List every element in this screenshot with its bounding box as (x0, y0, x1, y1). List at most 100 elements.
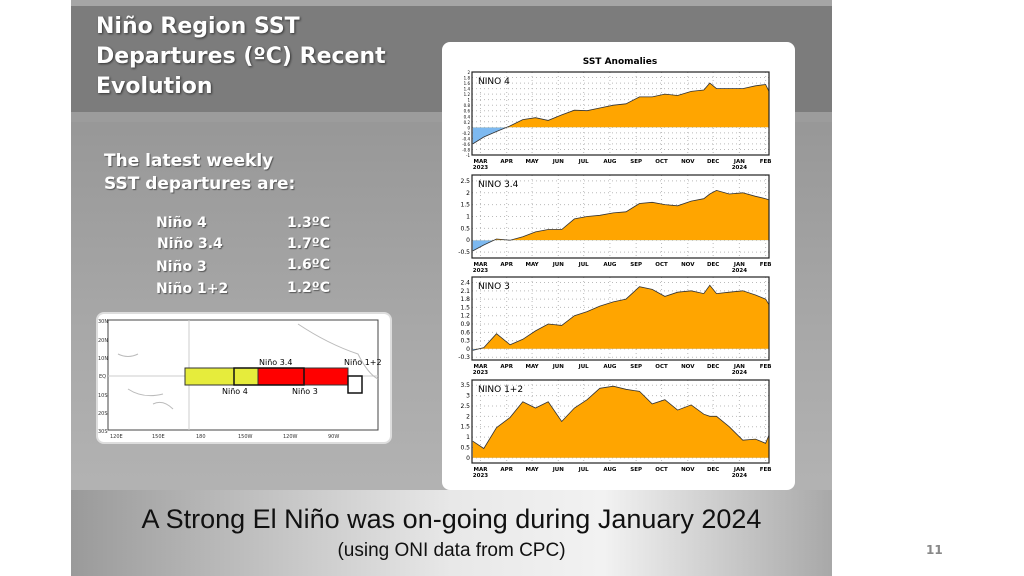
y-tick-label: 0.2 (464, 120, 471, 125)
positive-anomaly-area (472, 285, 769, 349)
y-tick-label: 0.5 (460, 225, 470, 232)
series-label: NINO 3.4 (478, 180, 519, 190)
negative-anomaly-area (472, 348, 479, 351)
x-tick-label: OCT (655, 364, 668, 370)
negative-anomaly-area (472, 240, 494, 251)
y-tick-label: 1.4 (464, 87, 471, 92)
plot-frame (471, 174, 770, 259)
y-tick-label: 0.6 (460, 329, 470, 336)
y-tick-label: 3.5 (460, 382, 470, 389)
x-tick-label: FEB (760, 467, 772, 473)
plot-frame (471, 71, 770, 156)
x-tick-label: SEP (630, 467, 642, 473)
slide: Niño Region SST Departures (ºC) Recent E… (71, 0, 832, 576)
x-tick-label: AUG (603, 159, 617, 165)
x-tick-label: MAY (525, 364, 539, 370)
y-tick-label: 1 (467, 98, 470, 103)
departure-value: 1.3ºC (287, 215, 330, 231)
series-label: NINO 4 (478, 77, 510, 87)
y-tick-label: 1.5 (460, 304, 470, 311)
positive-anomaly-area (472, 386, 769, 458)
departure-region: Niño 1+2 (156, 281, 229, 297)
x-tick-label: JAN (733, 467, 745, 473)
lon-label: 150E (152, 434, 165, 440)
lon-label: 120E (110, 434, 123, 440)
plot-frame (471, 276, 770, 361)
departure-region: Niño 3 (156, 259, 207, 275)
year-label: 2024 (732, 473, 747, 479)
year-label: 2024 (732, 268, 747, 274)
x-tick-label: MAR (473, 364, 488, 370)
x-tick-label: AUG (603, 467, 617, 473)
y-tick-label: 2.4 (460, 280, 470, 287)
sst-anomalies-chart: SST Anomalies -1-0.8-0.6-0.4-0.200.20.40… (458, 57, 772, 479)
lat-label: EQ (99, 374, 106, 380)
x-tick-label: FEB (760, 262, 772, 268)
y-tick-label: -0.4 (462, 136, 470, 141)
x-tick-label: DEC (707, 159, 719, 165)
slide-title: Niño Region SST Departures (ºC) Recent E… (96, 14, 386, 99)
x-tick-label: JUN (552, 364, 565, 370)
x-tick-label: SEP (630, 159, 642, 165)
map-label: Niño 3 (292, 387, 318, 396)
x-tick-label: SEP (630, 262, 642, 268)
map-label: Niño 1+2 (344, 358, 382, 367)
y-tick-label: 1.2 (460, 313, 470, 320)
year-label: 2023 (473, 370, 488, 376)
x-tick-label: OCT (655, 467, 668, 473)
series-label: NINO 3 (478, 282, 510, 292)
year-label: 2023 (473, 165, 488, 171)
lat-label: 30N (98, 319, 108, 325)
nino12-region (347, 375, 363, 394)
subtitle: The latest weekly SST departures are: (104, 150, 295, 196)
y-tick-label: 2.5 (460, 403, 470, 410)
lat-label: 20N (98, 338, 108, 344)
x-tick-label: JAN (733, 159, 745, 165)
subtitle-line: The latest weekly (104, 151, 274, 171)
lat-label: 20S (98, 411, 108, 417)
x-tick-label: APR (500, 467, 513, 473)
departure-region: Niño 3.4 (157, 236, 223, 252)
x-tick-label: OCT (655, 262, 668, 268)
x-tick-label: APR (500, 262, 513, 268)
y-tick-label: 0.9 (460, 321, 470, 328)
lat-label: 10S (98, 393, 108, 399)
y-tick-label: -0.2 (462, 131, 470, 136)
y-tick-label: 0 (467, 125, 470, 130)
subheadline: (using ONI data from CPC) (337, 540, 566, 561)
x-tick-label: AUG (603, 364, 617, 370)
map-svg: Niño 4 Niño 3 Niño 3.4 Niño 1+2 30N 20N … (98, 319, 382, 440)
plot-frame (471, 379, 770, 464)
y-tick-label: 0.5 (460, 444, 470, 451)
anomaly-line (472, 284, 770, 351)
x-tick-label: JUL (578, 159, 590, 165)
x-tick-label: NOV (681, 262, 695, 268)
year-label: 2024 (732, 370, 747, 376)
x-tick-label: DEC (707, 467, 719, 473)
nino4-region (184, 367, 259, 386)
x-tick-label: AUG (603, 262, 617, 268)
x-tick-label: APR (500, 159, 513, 165)
y-tick-label: 2.5 (460, 178, 470, 185)
y-tick-label: 0 (466, 237, 470, 244)
x-tick-label: JUN (552, 262, 565, 268)
y-tick-label: 2.1 (460, 288, 470, 295)
y-tick-label: -0.3 (458, 354, 470, 361)
sst-anomalies-panel: SST Anomalies -1 -0.8 -0.6 -0.4 -0.2 0 0.2 0.4 0… (442, 42, 795, 490)
x-tick-label: MAR (473, 159, 488, 165)
x-tick-label: SEP (630, 364, 642, 370)
lon-label: 90W (328, 434, 339, 440)
y-tick-label: -1 (466, 153, 470, 158)
y-tick-label: 0 (466, 346, 470, 353)
y-tick-label: 0.8 (464, 103, 471, 108)
x-tick-label: DEC (707, 262, 719, 268)
anomaly-line (472, 82, 770, 145)
x-tick-label: OCT (655, 159, 668, 165)
x-tick-label: JUN (552, 159, 565, 165)
y-tick-label: 1 (466, 214, 470, 221)
nino3-region (257, 367, 349, 386)
y-tick-label: -0.5 (458, 249, 470, 256)
y-tick-label: 2 (467, 70, 470, 75)
headline: A Strong El Niño was on-going during Jan… (141, 504, 762, 534)
